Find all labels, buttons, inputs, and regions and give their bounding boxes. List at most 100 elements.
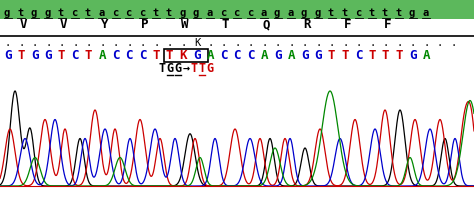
Text: V: V xyxy=(19,18,27,31)
Text: .: . xyxy=(5,38,11,48)
Text: t: t xyxy=(395,8,402,18)
Text: .: . xyxy=(316,38,322,48)
Text: T: T xyxy=(328,49,336,62)
Text: T: T xyxy=(382,49,390,62)
Text: T: T xyxy=(18,49,25,62)
Text: .: . xyxy=(154,38,160,48)
Text: A: A xyxy=(207,49,214,62)
Text: C: C xyxy=(139,49,146,62)
Text: .: . xyxy=(167,38,173,48)
Text: a: a xyxy=(261,8,267,18)
Text: G: G xyxy=(301,49,309,62)
Text: T: T xyxy=(85,49,92,62)
Text: .: . xyxy=(127,38,133,48)
Text: c: c xyxy=(112,8,118,18)
Text: a: a xyxy=(288,8,294,18)
Text: Y: Y xyxy=(100,18,108,31)
Text: t: t xyxy=(341,8,348,18)
Text: .: . xyxy=(450,38,457,48)
Text: G: G xyxy=(409,49,417,62)
Text: c: c xyxy=(234,8,240,18)
Text: .: . xyxy=(423,38,430,48)
Text: C: C xyxy=(112,49,119,62)
Text: R: R xyxy=(303,18,310,31)
Text: G: G xyxy=(274,49,282,62)
Text: C: C xyxy=(72,49,79,62)
Text: g: g xyxy=(301,8,307,18)
Text: g: g xyxy=(31,8,37,18)
Text: G: G xyxy=(193,49,201,62)
Text: K: K xyxy=(180,49,187,62)
Text: V: V xyxy=(60,18,67,31)
Text: T: T xyxy=(159,62,166,75)
Text: T: T xyxy=(58,49,65,62)
Text: .: . xyxy=(302,38,308,48)
Text: t: t xyxy=(166,8,172,18)
Text: C: C xyxy=(234,49,241,62)
Text: T: T xyxy=(166,49,173,62)
Text: K: K xyxy=(194,38,200,48)
Text: W: W xyxy=(182,18,189,31)
Text: c: c xyxy=(126,8,132,18)
Text: .: . xyxy=(275,38,281,48)
Text: .: . xyxy=(18,38,25,48)
Text: C: C xyxy=(126,49,133,62)
Bar xyxy=(164,50,209,63)
Text: .: . xyxy=(208,38,214,48)
Text: t: t xyxy=(153,8,159,18)
Text: C: C xyxy=(355,49,363,62)
Text: A: A xyxy=(261,49,268,62)
Text: .: . xyxy=(370,38,376,48)
Text: g: g xyxy=(315,8,321,18)
Text: g: g xyxy=(409,8,415,18)
Text: a: a xyxy=(207,8,213,18)
Text: .: . xyxy=(410,38,416,48)
Text: .: . xyxy=(396,38,403,48)
Text: F: F xyxy=(384,18,392,31)
Text: P: P xyxy=(141,18,148,31)
Text: T: T xyxy=(222,18,229,31)
Text: g: g xyxy=(274,8,280,18)
Text: .: . xyxy=(59,38,65,48)
Text: .: . xyxy=(86,38,92,48)
Text: t: t xyxy=(328,8,334,18)
Text: .: . xyxy=(100,38,106,48)
Text: t: t xyxy=(382,8,388,18)
Text: .: . xyxy=(262,38,268,48)
Text: →: → xyxy=(182,62,190,75)
Text: g: g xyxy=(45,8,51,18)
Text: g: g xyxy=(4,8,10,18)
Text: A: A xyxy=(422,49,430,62)
Text: t: t xyxy=(85,8,91,18)
Text: g: g xyxy=(193,8,199,18)
Text: Q: Q xyxy=(263,18,270,31)
Text: T: T xyxy=(199,62,206,75)
Text: C: C xyxy=(247,49,255,62)
Text: .: . xyxy=(356,38,362,48)
Text: .: . xyxy=(329,38,335,48)
Text: .: . xyxy=(343,38,349,48)
FancyBboxPatch shape xyxy=(0,0,474,20)
Text: G: G xyxy=(207,62,214,75)
Text: G: G xyxy=(45,49,52,62)
Text: g: g xyxy=(180,8,186,18)
Text: .: . xyxy=(140,38,146,48)
Text: .: . xyxy=(221,38,227,48)
Text: c: c xyxy=(139,8,145,18)
Text: A: A xyxy=(288,49,295,62)
Text: c: c xyxy=(220,8,226,18)
Text: .: . xyxy=(113,38,119,48)
Text: .: . xyxy=(73,38,79,48)
Text: F: F xyxy=(344,18,351,31)
Text: C: C xyxy=(220,49,228,62)
Text: T: T xyxy=(191,62,198,75)
Text: T: T xyxy=(341,49,349,62)
Text: a: a xyxy=(422,8,429,18)
Text: .: . xyxy=(32,38,38,48)
Text: t: t xyxy=(58,8,64,18)
Text: T: T xyxy=(395,49,403,62)
Text: .: . xyxy=(248,38,254,48)
Text: c: c xyxy=(247,8,253,18)
Text: G: G xyxy=(4,49,11,62)
Text: .: . xyxy=(46,38,52,48)
